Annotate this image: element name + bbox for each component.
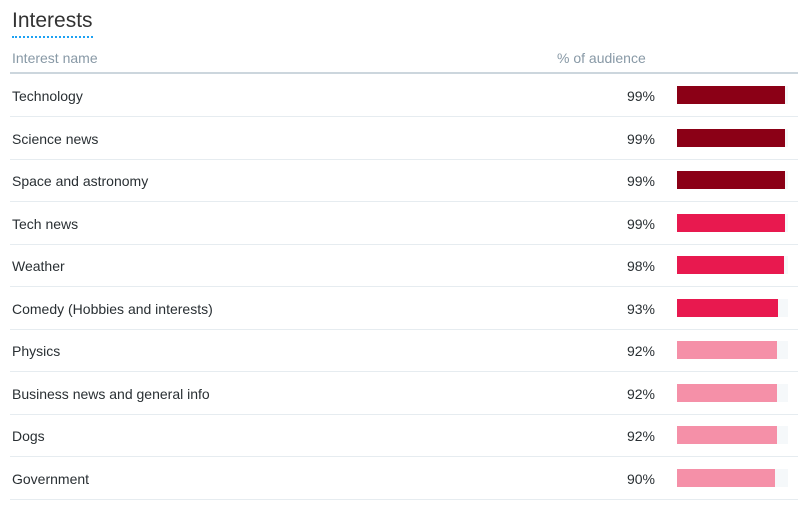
audience-bar-fill [677,298,779,317]
interest-name: Comedy (Hobbies and interests) [12,300,213,317]
audience-bar-fill [677,213,785,232]
section-title: Interests [12,8,93,38]
audience-bar-fill [677,341,778,359]
audience-bar-track [677,468,788,487]
audience-percent: 99% [626,88,655,104]
audience-percent: 98% [626,258,655,274]
interest-name: Government [12,470,90,487]
audience-bar-track [677,86,788,104]
audience-percent: 99% [626,215,655,232]
audience-percent: 93% [626,300,655,317]
audience-bar-track [677,213,788,232]
audience-percent: 92% [626,428,655,444]
audience-percent: 90% [626,470,655,487]
column-header-interest-name: Interest name [12,50,98,66]
audience-percent: 99% [626,130,655,147]
interest-name: Tech news [12,215,79,232]
table-row: Physics 92% [10,329,798,372]
table-row: Weather 98% [10,244,798,287]
audience-percent: 92% [626,343,655,359]
audience-bar-fill [677,171,785,189]
table-row: Space and astronomy 99% [10,159,798,202]
audience-bar-fill [677,128,785,147]
interest-name: Physics [12,343,61,359]
table-row: Business news and general info 92% [10,372,798,415]
interest-name: Dogs [12,428,45,444]
audience-bar-track [677,426,788,444]
table-row: Science news 99% [10,117,798,160]
audience-bar-fill [677,86,785,104]
audience-bar-track [677,383,788,402]
table-row: Dogs 92% [10,414,798,457]
audience-bar-track [677,298,788,317]
audience-percent: 92% [626,385,655,402]
audience-bar-fill [677,426,778,444]
audience-bar-fill [677,256,784,274]
audience-bar-track [677,128,788,147]
audience-bar-fill [677,468,775,487]
column-header-percent-audience: % of audience [557,50,646,66]
table-row: Technology 99% [10,74,798,117]
interest-name: Science news [12,130,99,147]
interest-name: Weather [12,258,65,274]
audience-bar-track [677,171,788,189]
interest-name: Business news and general info [12,385,210,402]
header-divider [10,72,798,74]
table-row: Tech news 99% [10,202,798,245]
audience-bar-track [677,256,788,274]
audience-percent: 99% [626,173,655,189]
audience-bar-fill [677,383,778,402]
table-row: Comedy (Hobbies and interests) 93% [10,287,798,330]
interest-name: Space and astronomy [12,173,149,189]
table-row: Government 90% [10,457,798,500]
audience-bar-track [677,341,788,359]
interest-name: Technology [12,88,83,104]
